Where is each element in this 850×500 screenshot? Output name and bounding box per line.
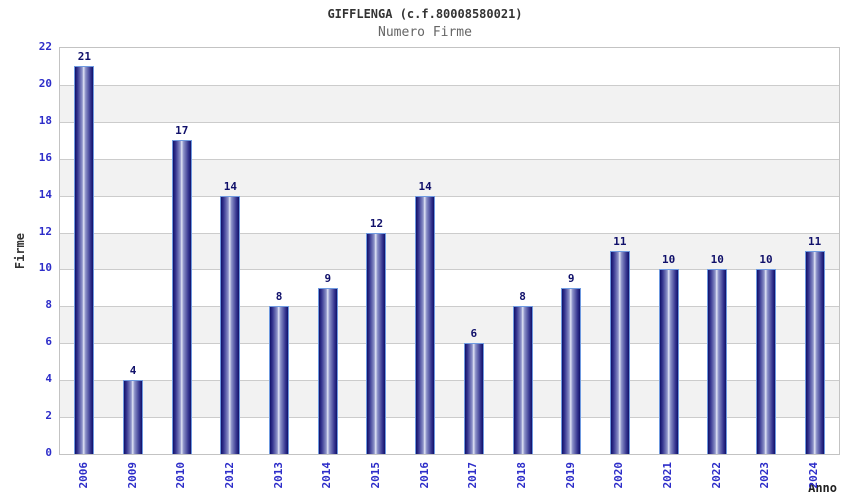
y-tick-label: 8 — [45, 298, 52, 312]
x-tick-label-text: 2006 — [76, 462, 90, 489]
bar — [366, 232, 387, 454]
gridline — [60, 121, 839, 123]
y-tick-label: 12 — [38, 224, 52, 238]
gridline — [60, 269, 839, 271]
y-tick-label: 18 — [38, 113, 52, 127]
x-tick-label: 2006 — [75, 462, 92, 500]
gridline — [60, 84, 839, 86]
gridline — [60, 343, 839, 345]
x-tick-label-text: 2014 — [320, 462, 334, 489]
x-tick-label-text: 2016 — [417, 462, 431, 489]
y-tick-label: 10 — [38, 261, 52, 275]
bar — [220, 195, 241, 454]
x-tick-label-text: 2019 — [563, 462, 577, 489]
bar-value-label: 14 — [223, 179, 238, 193]
bar — [755, 269, 776, 454]
x-tick-label-text: 2024 — [807, 462, 821, 489]
bar — [463, 343, 484, 454]
bar-value-label: 14 — [418, 179, 432, 193]
bar — [415, 195, 436, 454]
bar — [804, 251, 825, 454]
gridline — [60, 380, 839, 382]
x-tick-label-text: 2018 — [515, 462, 529, 489]
y-tick-label: 14 — [38, 187, 52, 201]
x-tick-label: 2015 — [367, 462, 384, 500]
x-tick-label-text: 2012 — [222, 462, 236, 489]
x-tick-label-text: 2017 — [466, 462, 480, 489]
gridline — [60, 417, 839, 419]
y-tick-label: 16 — [38, 150, 52, 164]
bar-value-label: 21 — [77, 50, 91, 64]
bar-value-label: 10 — [759, 253, 773, 267]
x-tick-label: 2010 — [172, 462, 189, 500]
x-tick-label: 2018 — [513, 462, 530, 500]
x-tick-label-text: 2010 — [174, 462, 188, 489]
x-tick-label-text: 2023 — [758, 462, 772, 489]
gridline — [60, 158, 839, 160]
x-tick-label: 2012 — [221, 462, 238, 500]
x-tick-label-text: 2021 — [661, 462, 675, 489]
bar — [74, 66, 95, 454]
x-tick-label-text: 2009 — [125, 462, 139, 489]
gridline — [60, 232, 839, 234]
x-tick-label: 2013 — [270, 462, 287, 500]
plot-band — [60, 48, 839, 85]
y-axis-label: Firme — [12, 47, 28, 455]
bar-value-label: 17 — [175, 124, 189, 138]
gridline — [60, 195, 839, 197]
gridline — [60, 306, 839, 308]
bar — [317, 287, 338, 454]
bar — [512, 306, 533, 454]
x-tick-label: 2024 — [805, 462, 822, 500]
x-tick-label: 2023 — [756, 462, 773, 500]
bar-value-label: 9 — [567, 271, 575, 285]
plot-area: 21 4 17 14 8 9 12 14 6 8 9 11 10 10 10 11 — [59, 47, 840, 455]
bar-value-label: 10 — [661, 253, 676, 267]
bar-value-label: 6 — [470, 327, 478, 341]
y-tick-label: 22 — [38, 40, 52, 53]
y-tick-label: 20 — [38, 76, 52, 90]
x-tick-label: 2017 — [464, 462, 481, 500]
plot-band — [60, 84, 839, 122]
y-tick-label: 0 — [45, 446, 52, 459]
bar — [561, 287, 582, 454]
y-tick-label: 4 — [45, 372, 52, 386]
bar-value-label: 11 — [808, 235, 822, 248]
x-tick-label: 2019 — [562, 462, 579, 500]
bar — [658, 269, 679, 454]
bar-value-label: 12 — [369, 216, 384, 230]
bar — [123, 380, 144, 454]
y-tick-label: 6 — [45, 335, 52, 349]
bar-value-label: 8 — [519, 290, 526, 304]
bar-value-label: 11 — [613, 235, 627, 248]
x-tick-label: 2009 — [124, 462, 141, 500]
bar — [609, 251, 630, 454]
x-tick-label: 2016 — [416, 462, 433, 500]
bar-value-label: 10 — [710, 253, 724, 267]
chart-subtitle: Numero Firme — [378, 25, 472, 40]
bar-value-label: 9 — [324, 271, 332, 285]
bar — [171, 140, 192, 454]
bar — [269, 306, 290, 454]
x-tick-label-text: 2013 — [271, 462, 285, 489]
y-tick-label: 2 — [45, 409, 52, 423]
bar-value-label: 4 — [129, 364, 137, 378]
x-axis-label: Anno — [808, 481, 837, 495]
bar-value-label: 8 — [275, 290, 283, 304]
bar — [707, 269, 728, 454]
x-tick-label-text: 2020 — [612, 462, 626, 489]
x-tick-label: 2014 — [318, 462, 335, 500]
x-tick-label: 2022 — [708, 462, 725, 500]
x-tick-label-text: 2022 — [709, 462, 723, 489]
x-tick-label-text: 2015 — [368, 462, 382, 489]
x-tick-label: 2021 — [659, 462, 676, 500]
x-tick-label: 2020 — [610, 462, 627, 500]
chart-title: GIFFLENGA (c.f.80008580021) — [327, 7, 523, 21]
